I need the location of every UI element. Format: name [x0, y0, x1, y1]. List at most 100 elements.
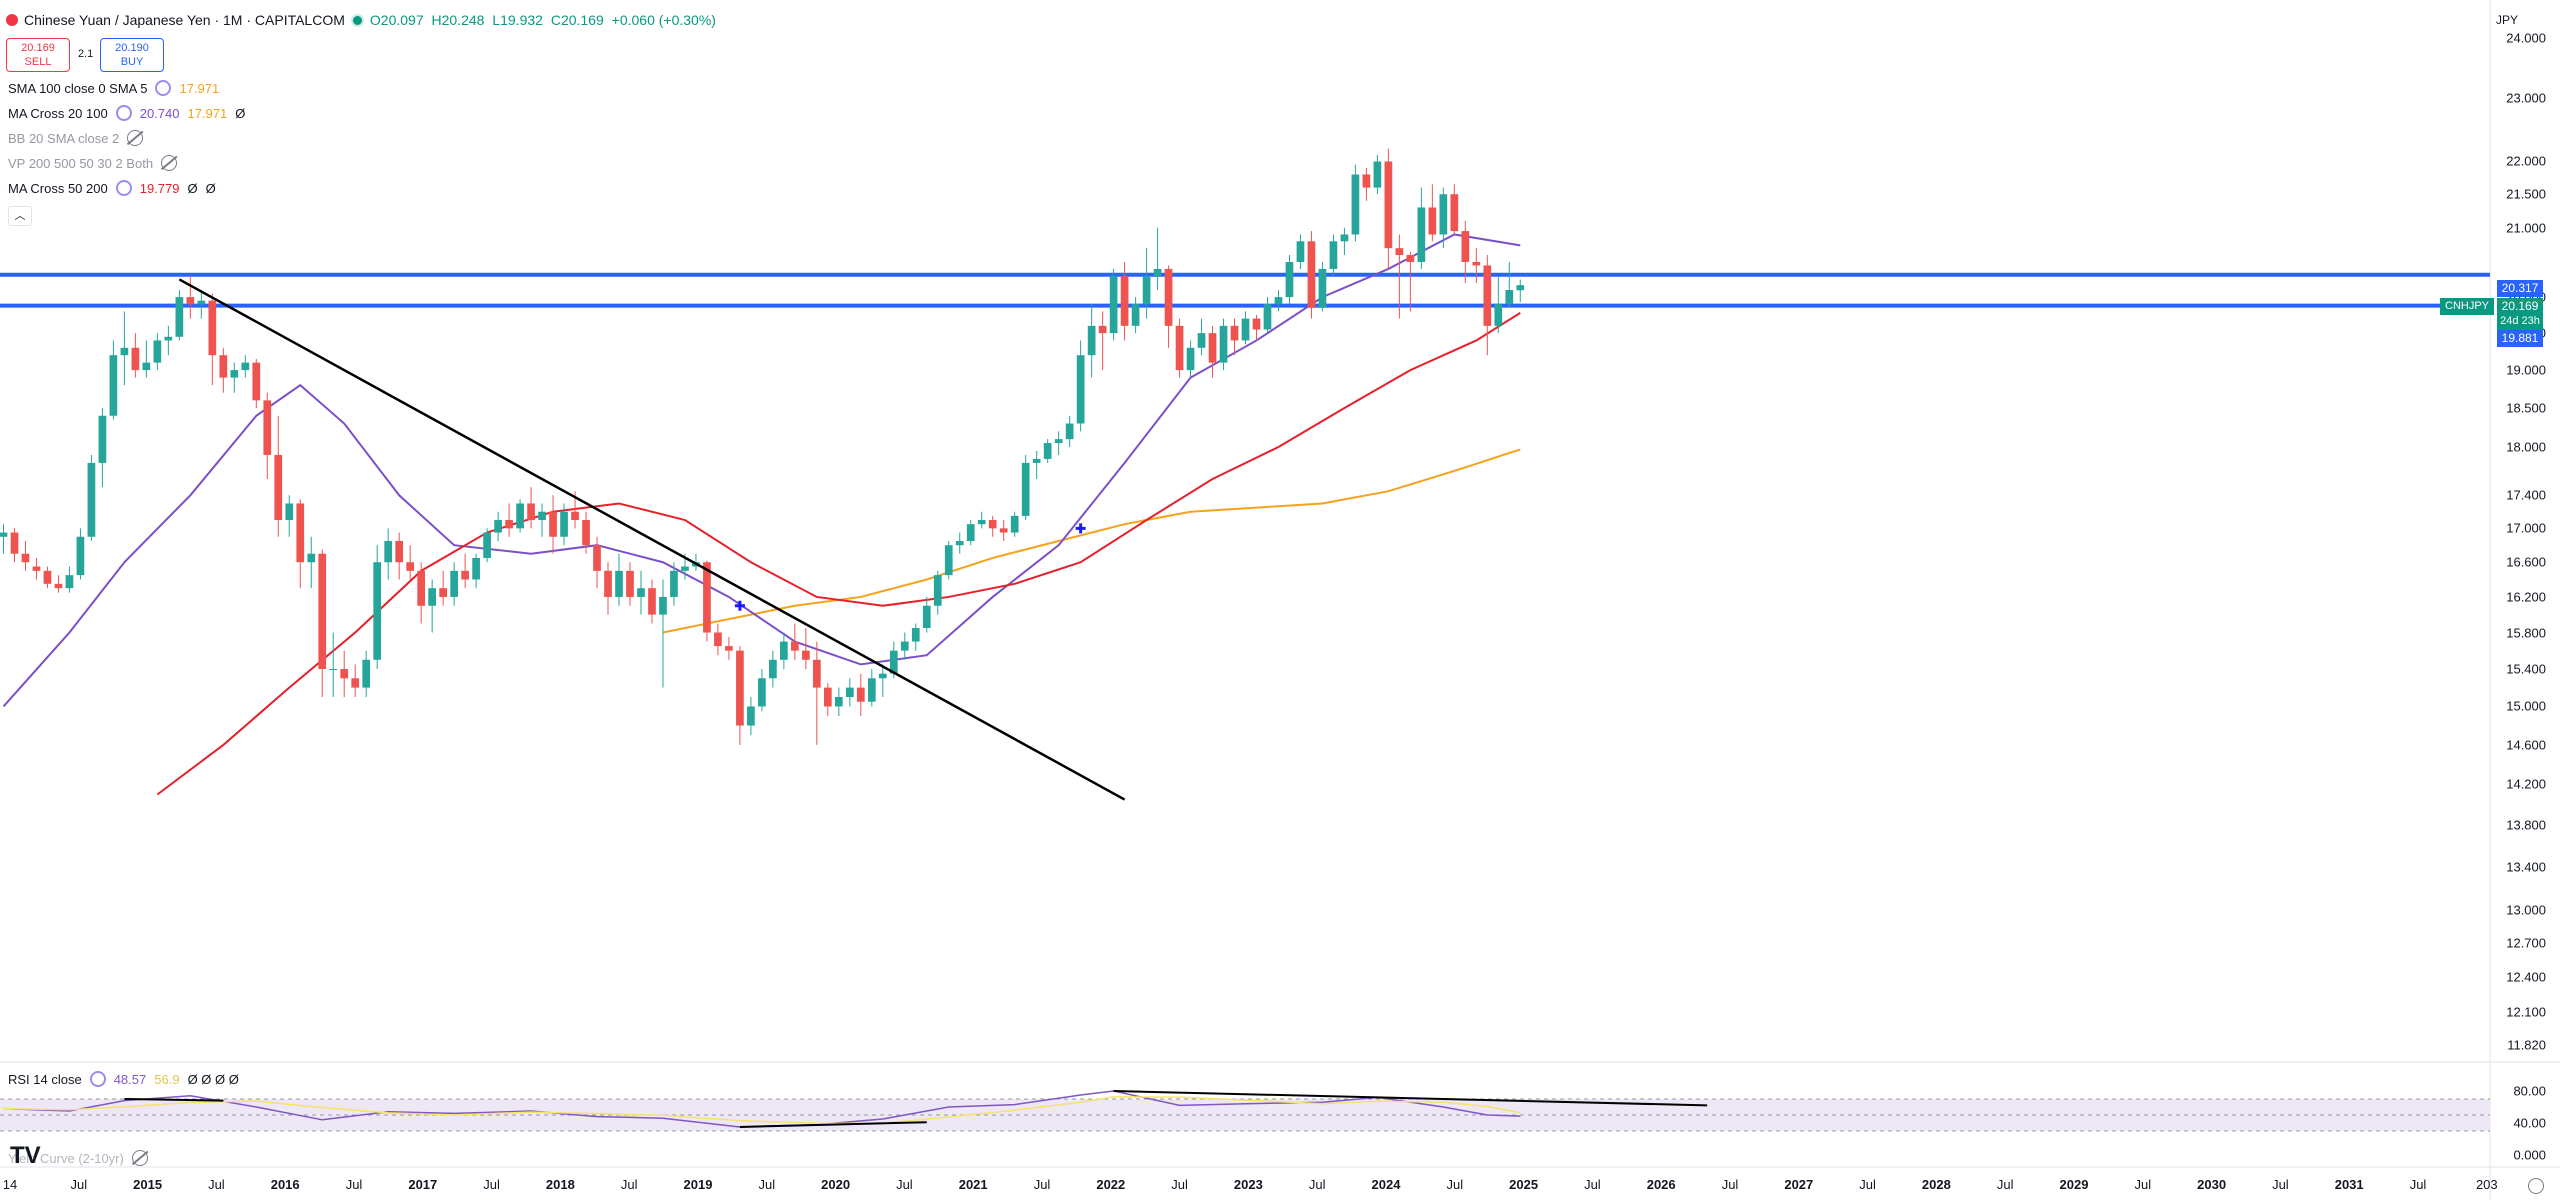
candle-body — [725, 646, 733, 651]
candle-body — [329, 669, 338, 671]
price-tick-label: 14.600 — [2506, 737, 2546, 753]
candle-body — [1505, 290, 1514, 305]
candle-body — [208, 300, 217, 356]
tradingview-logo-icon[interactable]: TV — [10, 1142, 41, 1169]
price-tick-label: 16.200 — [2506, 589, 2546, 605]
settings-icon[interactable] — [89, 1071, 106, 1087]
settings-icon[interactable] — [155, 80, 172, 96]
settings-icon[interactable] — [115, 105, 132, 121]
candle-body — [252, 362, 261, 401]
time-tick-label: Jul — [1996, 1177, 2014, 1192]
open-value: O20.097 — [369, 12, 424, 28]
price-tick-label: 14.200 — [2506, 776, 2546, 792]
hidden-eye-icon[interactable] — [131, 1150, 148, 1166]
price-tick-label: 24.000 — [2506, 30, 2546, 46]
candle-body — [1164, 268, 1173, 326]
candle-body — [955, 540, 964, 546]
rsi-legend[interactable]: RSI 14 close 48.57 56.9 Ø Ø Ø Ø — [8, 1071, 239, 1087]
upper-line-price-label: 20.317 — [2497, 280, 2543, 297]
candle-body — [263, 400, 272, 455]
price-tick-label: 21.000 — [2506, 220, 2546, 236]
candle-body — [604, 570, 612, 597]
price-tick-label: 17.000 — [2506, 520, 2546, 536]
candle-body — [856, 687, 865, 702]
indicator-vp[interactable]: VP 200 500 50 30 2 Both — [8, 155, 178, 171]
buy-button[interactable]: 20.190 BUY — [100, 38, 164, 72]
low-value: L19.932 — [492, 12, 543, 28]
candle-body — [219, 355, 228, 378]
candle-body — [131, 347, 140, 371]
time-tick-label: Jul — [1033, 1177, 1051, 1192]
indicator-bb[interactable]: BB 20 SMA close 2 — [8, 130, 144, 146]
hidden-eye-icon[interactable] — [127, 130, 144, 146]
candle-body — [1384, 161, 1393, 249]
lower-line-price-label: 19.881 — [2497, 330, 2543, 347]
indicator-ma-cross-20-100[interactable]: MA Cross 20 100 20.740 17.971 Ø — [8, 105, 246, 121]
hidden-eye-icon[interactable] — [161, 155, 178, 171]
candle-body — [769, 659, 777, 679]
candle-body — [153, 340, 162, 363]
price-tick-label: 22.000 — [2506, 153, 2546, 169]
candle-body — [933, 575, 942, 606]
candle-body — [428, 588, 437, 606]
candle-body — [274, 454, 283, 521]
candle-body — [1186, 347, 1195, 371]
candle-body — [1263, 304, 1272, 330]
rsi-value: 48.57 — [113, 1071, 147, 1087]
candle-body — [43, 570, 52, 584]
candle-body — [65, 575, 74, 589]
candle-body — [1087, 325, 1096, 356]
last-price-label: 20.169 — [2497, 298, 2543, 315]
candle-body — [802, 650, 810, 660]
candle-body — [21, 553, 30, 563]
candle-body — [197, 300, 206, 305]
candle-body — [307, 553, 316, 563]
candle-body — [593, 545, 601, 571]
candle-body — [1472, 261, 1481, 266]
indicator-ma-cross-50-200[interactable]: MA Cross 50 200 19.779 Ø Ø — [8, 180, 216, 196]
price-axis-unit[interactable]: JPY — [2495, 13, 2518, 27]
settings-icon[interactable] — [115, 180, 132, 196]
candle-body — [406, 562, 415, 571]
candle-body — [747, 706, 755, 726]
sell-button[interactable]: 20.169 SELL — [6, 38, 70, 72]
time-tick-label: 2028 — [1921, 1177, 1951, 1192]
candle-body — [626, 570, 634, 597]
candle-body — [439, 588, 447, 597]
candle-body — [285, 503, 294, 521]
indicator-sma100[interactable]: SMA 100 close 0 SMA 5 17.971 — [8, 80, 220, 96]
candle-body — [241, 362, 250, 371]
candle-body — [1406, 255, 1415, 262]
candle-body — [922, 605, 931, 629]
candle-body — [109, 355, 118, 416]
candle-body — [54, 583, 63, 589]
candle-body — [230, 370, 239, 378]
market-status-icon — [350, 13, 364, 27]
candle-body — [1307, 241, 1316, 308]
collapse-legend-button[interactable]: ︿ — [8, 206, 32, 226]
candle-body — [1054, 439, 1063, 444]
candle-body — [1230, 325, 1239, 341]
candle-body — [186, 297, 195, 305]
rsi-tick-label: 0.000 — [2513, 1147, 2546, 1163]
candle-body — [1098, 325, 1107, 334]
candle-body — [659, 596, 667, 615]
spread-value: 2.1 — [78, 48, 94, 60]
symbol-title[interactable]: Chinese Yuan / Japanese Yen · 1M · CAPIT… — [24, 12, 345, 28]
price-tick-label: 17.400 — [2506, 487, 2546, 503]
candle-body — [373, 562, 382, 660]
time-tick-label: 2024 — [1371, 1177, 1401, 1192]
price-tick-label: 12.100 — [2506, 1004, 2546, 1020]
time-tick-label: 2020 — [821, 1177, 851, 1192]
candle-body — [1318, 268, 1327, 308]
rsi-trend-line — [739, 1121, 927, 1128]
candle-body — [1197, 333, 1206, 348]
ma-cross-marker — [734, 600, 745, 611]
candle-body — [516, 503, 524, 529]
candle-body — [999, 528, 1008, 533]
chart-settings-icon[interactable] — [2528, 1178, 2544, 1194]
yield-curve-legend[interactable]: Yield Curve (2-10yr) — [8, 1150, 148, 1166]
candle-body — [1175, 325, 1184, 371]
price-tick-label: 18.000 — [2506, 439, 2546, 455]
